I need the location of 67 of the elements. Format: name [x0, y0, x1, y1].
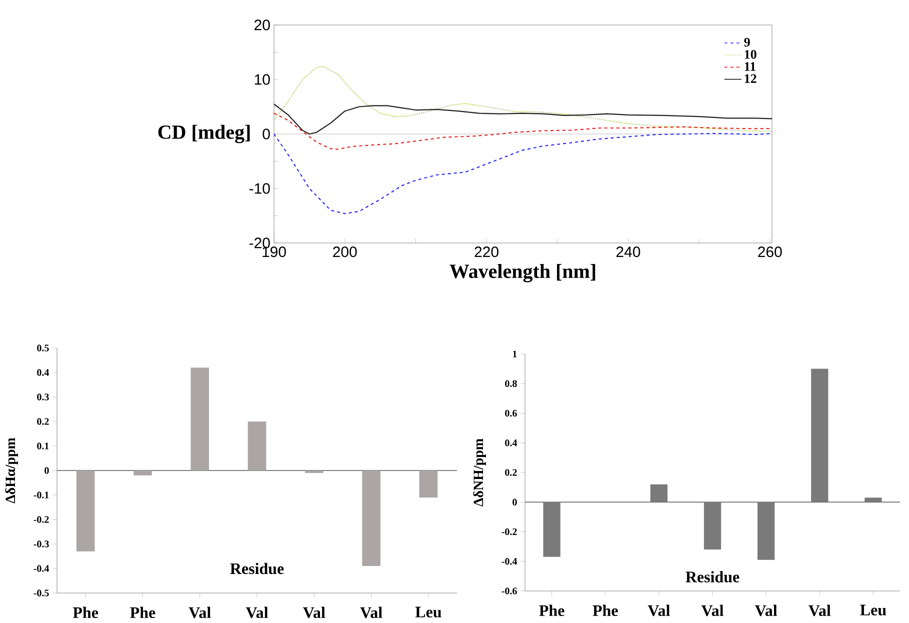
y-tick-label: -0.5 — [34, 590, 49, 596]
y-tick-label: -10 — [249, 183, 270, 194]
x-tick-label: 200 — [333, 246, 357, 258]
y-tick-label: 0.2 — [505, 469, 517, 476]
y-tick-label: 0.3 — [37, 394, 49, 400]
x-tick-label: Leu — [860, 604, 886, 616]
bar — [134, 470, 152, 476]
y-tick-label: -0.2 — [502, 528, 517, 536]
x-axis-title: Residue — [686, 571, 740, 582]
bar — [248, 422, 266, 470]
y-tick-label: -0.2 — [34, 516, 49, 523]
y-tick-label: -0.1 — [34, 492, 49, 498]
line-series — [273, 103, 773, 135]
x-tick-label: Phe — [130, 606, 156, 618]
y-tick-label: 0 — [44, 467, 49, 474]
x-tick-label: Val — [648, 604, 670, 616]
y-axis-title: ΔδNH/ppm — [473, 438, 486, 506]
legend-label: 12 — [744, 74, 756, 83]
x-tick-label: Val — [246, 606, 268, 618]
y-tick-label: 0.4 — [37, 369, 50, 376]
bar — [76, 470, 95, 552]
y-tick-label: -20 — [249, 238, 270, 248]
y-tick-label: -0.6 — [502, 588, 517, 594]
y-tick-label: 0 — [262, 128, 270, 140]
legend-label: 9 — [744, 38, 750, 47]
x-axis-title: Residue — [230, 562, 284, 574]
bar — [190, 368, 209, 470]
bar — [362, 470, 380, 566]
x-tick-label: Val — [188, 606, 211, 618]
y-tick-label: -0.3 — [34, 540, 49, 548]
x-tick-label: Val — [360, 606, 382, 618]
bar — [650, 484, 668, 502]
y-tick-label: 0 — [512, 498, 517, 506]
bar — [704, 502, 722, 550]
x-tick-label: Leu — [415, 606, 442, 618]
x-tick-label: Val — [701, 604, 724, 616]
legend-label: 11 — [744, 62, 756, 71]
y-tick-label: -0.4 — [34, 565, 50, 572]
y-tick-label: 0.4 — [505, 439, 518, 446]
bar — [543, 502, 560, 557]
x-tick-label: 190 — [262, 246, 286, 258]
x-tick-label: Val — [754, 604, 778, 616]
bar — [864, 498, 882, 502]
y-tick-label: 0.2 — [37, 418, 49, 425]
x-tick-label: 240 — [616, 246, 640, 258]
x-axis-title: Wavelength [nm] — [450, 264, 596, 282]
y-tick-label: -0.4 — [502, 558, 518, 565]
y-axis-title: ΔδHα/ppm — [5, 438, 18, 504]
y-tick-label: 0.6 — [505, 410, 517, 417]
y-tick-label: 0.8 — [505, 380, 517, 388]
y-tick-label: 1 — [513, 350, 517, 358]
y-tick-label: 10 — [254, 74, 270, 85]
bar — [811, 368, 828, 502]
y-tick-label: 20 — [254, 20, 270, 30]
x-tick-label: Val — [808, 604, 831, 616]
bar — [419, 470, 438, 498]
x-tick-label: Val — [303, 606, 326, 618]
bar — [758, 502, 775, 560]
x-tick-label: Phe — [72, 606, 98, 618]
y-axis-title: CD [mdeg] — [158, 124, 250, 144]
x-tick-label: Phe — [539, 604, 564, 616]
x-tick-label: Phe — [592, 604, 618, 616]
y-tick-label: 0.1 — [37, 442, 49, 450]
y-tick-label: 0.5 — [37, 344, 49, 352]
x-tick-label: 260 — [758, 246, 782, 258]
legend-label: 10 — [744, 50, 756, 59]
x-tick-label: 220 — [474, 246, 498, 258]
